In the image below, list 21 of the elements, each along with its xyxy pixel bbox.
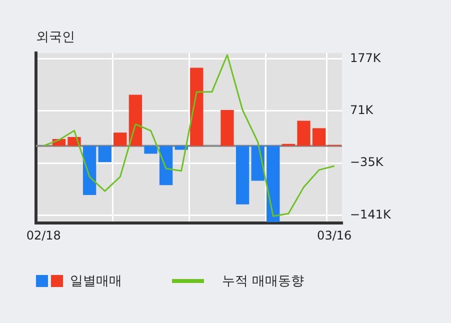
bar — [98, 146, 112, 162]
bar — [114, 132, 127, 146]
bar — [297, 120, 310, 146]
bar — [159, 146, 173, 186]
bar — [220, 110, 234, 146]
bar — [190, 68, 204, 146]
legend-label: 누적 매매동향 — [222, 273, 304, 290]
legend-label: 일별매매 — [70, 273, 122, 290]
bar — [312, 128, 326, 146]
bar — [82, 146, 96, 195]
x-tick-label: 02/18 — [26, 228, 61, 242]
y-tick-label: 71K — [350, 103, 374, 118]
bar — [266, 146, 280, 222]
bar — [236, 146, 250, 204]
y-tick-label: −141K — [350, 207, 392, 222]
y-tick-label: 177K — [350, 51, 382, 66]
y-tick-label: −35K — [350, 155, 384, 170]
bar — [128, 94, 142, 146]
bar — [144, 146, 158, 154]
x-tick-label: 03/16 — [317, 228, 352, 242]
chart-title: 외국인 — [36, 29, 75, 46]
